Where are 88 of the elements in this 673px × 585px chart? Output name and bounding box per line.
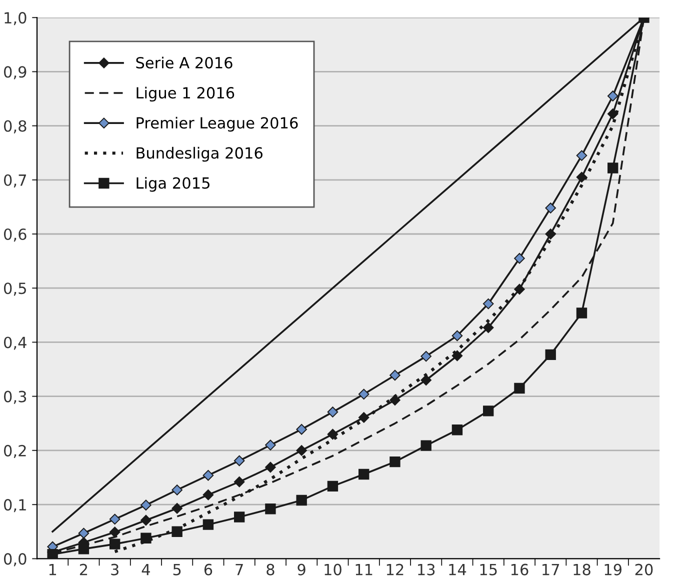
point (576, 150, 588, 161)
x-tick-label: 3 (111, 564, 118, 576)
point (265, 462, 276, 473)
point (296, 424, 307, 435)
x-tick-label: 13 (418, 564, 435, 576)
x-tick-label: 18 (574, 564, 590, 576)
point (514, 382, 525, 394)
y-tick-label: 0,9 (4, 66, 26, 80)
point (576, 308, 588, 318)
x-tick-label: 5 (173, 564, 181, 576)
legend-label: Liga 2015 (136, 176, 210, 192)
point (607, 90, 618, 102)
x-tick-label: 16 (511, 564, 528, 576)
x-tick-label: 2 (80, 564, 88, 576)
point (420, 350, 432, 362)
point (358, 388, 370, 400)
point (234, 455, 245, 466)
x-tick-label: 19 (604, 564, 622, 576)
point (327, 428, 338, 440)
point (140, 514, 152, 526)
point (545, 202, 556, 214)
point (452, 330, 463, 342)
point (109, 526, 120, 538)
x-tick-label: 14 (449, 564, 466, 576)
point (202, 470, 214, 481)
point (78, 544, 90, 554)
x-tick-label: 8 (266, 564, 274, 576)
legend-label: Premier League 2016 (136, 116, 298, 132)
x-tick-label: 4 (142, 564, 150, 576)
point (265, 440, 276, 450)
point (420, 440, 432, 451)
x-tick-label: 12 (386, 564, 404, 576)
y-tick-label: 0,7 (4, 174, 26, 188)
point (265, 504, 276, 514)
y-tick-label: 0,1 (4, 499, 26, 512)
legend-label: Serie A 2016 (136, 56, 232, 69)
point (483, 406, 494, 416)
point (420, 374, 432, 386)
point (390, 394, 400, 406)
x-tick-label: 6 (204, 564, 212, 576)
y-tick-label: 0,4 (4, 336, 26, 350)
point (202, 519, 214, 530)
x-tick-label: 11 (356, 564, 372, 576)
point (327, 406, 338, 418)
point (390, 370, 400, 381)
y-tick-label: 0,2 (4, 444, 26, 458)
point (452, 350, 463, 362)
point (109, 514, 120, 525)
y-tick-label: 1,0 (4, 12, 26, 26)
point (482, 298, 494, 310)
x-tick-label: 17 (542, 564, 560, 576)
legend-label: Bundesliga 2016 (136, 146, 262, 162)
point (47, 549, 58, 559)
point (202, 489, 214, 500)
point (172, 484, 182, 496)
point (109, 538, 120, 550)
x-tick-label: 20 (635, 564, 653, 576)
point (545, 349, 556, 360)
point (545, 228, 556, 240)
point (140, 500, 152, 510)
point (576, 172, 588, 183)
point (390, 456, 400, 468)
x-tick-label: 15 (480, 564, 497, 576)
y-tick-label: 0,3 (4, 390, 26, 404)
point (607, 108, 618, 120)
point (172, 502, 182, 514)
x-tick-label: 9 (298, 564, 306, 576)
point (608, 162, 618, 174)
point (234, 476, 245, 488)
point (482, 322, 494, 334)
point (172, 526, 182, 537)
y-tick-label: 0,8 (4, 120, 26, 134)
x-tick-label: 10 (324, 564, 342, 576)
point (234, 512, 245, 522)
y-tick-label: 0,5 (4, 282, 26, 296)
point (358, 468, 370, 480)
point (327, 480, 338, 492)
y-tick-label: 0,0 (4, 553, 26, 566)
point (452, 424, 463, 436)
point (140, 532, 152, 544)
point (514, 252, 525, 264)
x-tick-label: 1 (49, 564, 56, 576)
x-tick-label: 7 (236, 564, 243, 576)
point (296, 445, 307, 456)
y-tick-label: 0,6 (4, 228, 26, 242)
point (78, 528, 90, 539)
point (296, 494, 307, 506)
legend-label: Ligue 1 2016 (136, 86, 234, 102)
